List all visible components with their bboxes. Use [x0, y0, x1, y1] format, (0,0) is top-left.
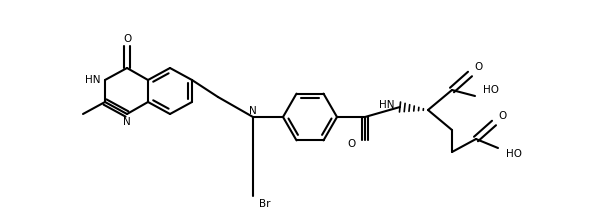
Text: N: N [249, 106, 257, 116]
Text: N: N [123, 117, 131, 127]
Text: O: O [123, 34, 131, 44]
Text: O: O [474, 62, 482, 72]
Text: HO: HO [483, 85, 499, 95]
Text: HN: HN [86, 75, 101, 85]
Text: HO: HO [506, 149, 522, 159]
Text: O: O [498, 111, 506, 121]
Text: Br: Br [259, 199, 270, 209]
Text: HN: HN [379, 100, 395, 110]
Text: O: O [348, 139, 356, 149]
